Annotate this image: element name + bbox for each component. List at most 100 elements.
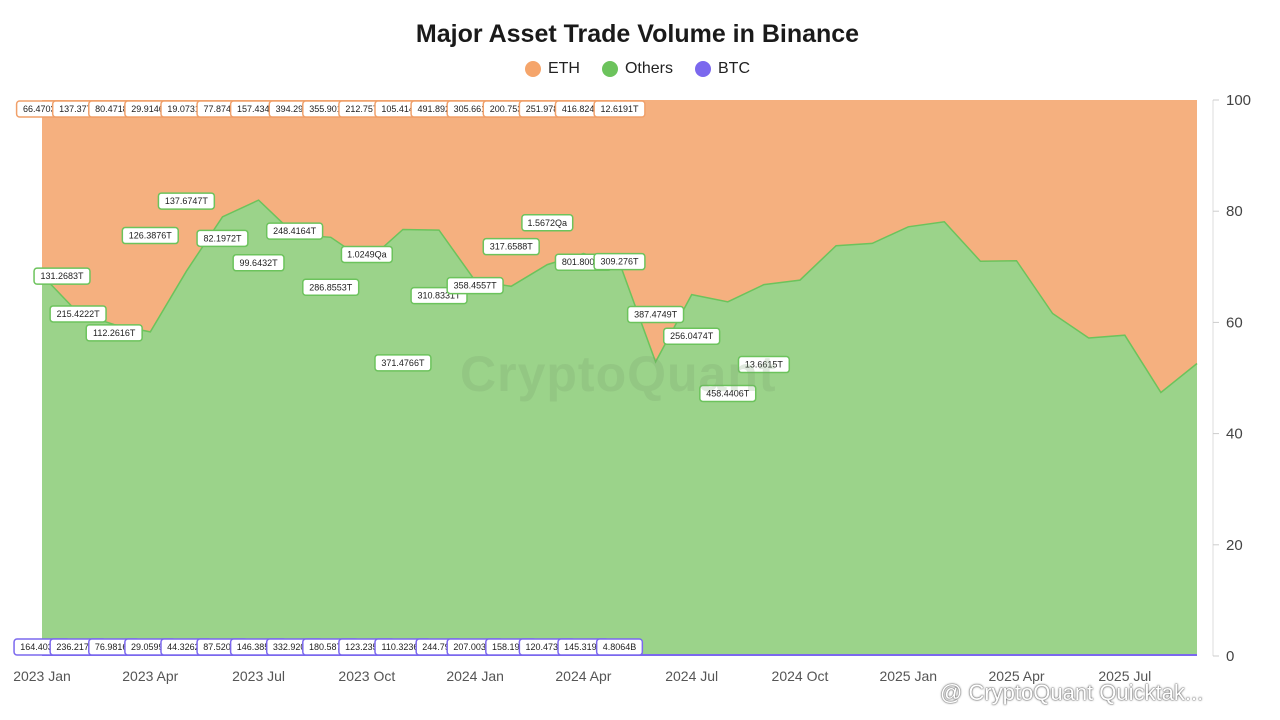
btc-data-label-text: 110.3236B — [382, 642, 425, 652]
others-data-label-box — [265, 222, 324, 240]
y-tick-label: 0 — [1226, 648, 1234, 665]
others-data-label-text: 13.6615T — [745, 360, 784, 370]
others-data-label: 286.8553T — [302, 278, 360, 297]
others-area — [42, 200, 1197, 656]
btc-data-label-text: 244.79B — [422, 642, 456, 652]
btc-data-label-text: 4.8064B — [603, 642, 637, 652]
others-data-label-text: 387.4749T — [634, 310, 678, 320]
others-data-label-box — [482, 237, 540, 256]
others-data-label-box — [49, 305, 107, 323]
others-data-label: 13.6615T — [737, 355, 791, 374]
btc-data-label-text: 87.5202B — [203, 642, 242, 652]
eth-data-label-text: 157.4349T — [237, 104, 281, 114]
eth-data-label-text: 19.0731T — [167, 104, 206, 114]
others-data-label-box — [196, 229, 249, 248]
eth-data-label-text: 66.4703T — [23, 104, 62, 114]
legend-item-eth[interactable]: ETH — [524, 60, 580, 78]
x-tick-label: 2025 Jul — [1098, 668, 1151, 684]
others-data-label: 126.3876T — [121, 226, 179, 245]
others-data-label-box — [33, 267, 91, 285]
others-data-label-text: 286.8553T — [309, 282, 353, 292]
eth-data-label-text: 80.4718T — [95, 104, 134, 114]
legend-btc-label: BTC — [718, 60, 750, 77]
x-tick-label: 2023 Oct — [338, 668, 395, 684]
eth-data-label-text: 212.7575T — [345, 104, 389, 114]
btc-data-label-text: 236.2171B — [56, 642, 100, 652]
others-data-label: 358.4557T — [446, 276, 504, 295]
others-data-label-box — [626, 305, 685, 324]
btc-data-label-text: 76.9816B — [95, 642, 134, 652]
others-data-label-text: 801.8007T — [562, 257, 606, 267]
btc-data-label-text: 158.195B — [492, 642, 531, 652]
others-data-label-text: 358.4557T — [454, 281, 498, 291]
others-data-label-text: 256.0474T — [670, 331, 714, 341]
others-data-label-box — [699, 384, 757, 403]
others-data-label-box — [157, 192, 216, 210]
chart-legend: ETH Others BTC — [0, 60, 1275, 78]
x-tick-label: 2023 Apr — [122, 668, 178, 684]
others-data-label: 99.6432T — [232, 254, 285, 272]
others-data-label-box — [85, 324, 143, 342]
others-data-label-text: 126.3876T — [129, 231, 173, 241]
others-data-label-box — [374, 354, 432, 372]
legend-item-others[interactable]: Others — [601, 60, 673, 78]
btc-data-label-text: 145.319B — [564, 642, 603, 652]
others-data-label: 112.2616T — [85, 324, 143, 342]
eth-data-label-text: 355.9013T — [309, 104, 353, 114]
y-tick-label: 60 — [1226, 314, 1243, 331]
others-data-label-box — [121, 226, 179, 245]
eth-data-label-text: 77.8742T — [203, 104, 242, 114]
btc-data-label-text: 146.3852B — [237, 642, 281, 652]
btc-data-label-text: 180.5877B — [309, 642, 353, 652]
btc-data-label-text: 207.0033B — [453, 642, 497, 652]
x-tick-label: 2024 Oct — [772, 668, 829, 684]
eth-data-label-text: 105.4147T — [381, 104, 425, 114]
eth-data-label-text: 491.8925T — [418, 104, 462, 114]
others-data-label: 137.6747T — [157, 192, 216, 210]
legend-others-swatch — [601, 61, 618, 77]
others-data-label-text: 131.2683T — [40, 271, 84, 281]
others-data-label-text: 310.8331T — [418, 291, 462, 301]
eth-data-label: 12.6191T — [593, 100, 646, 118]
others-data-label-box — [340, 245, 393, 264]
others-data-label-text: 317.6588T — [490, 242, 534, 252]
eth-data-label-text: 137.377T — [59, 104, 98, 114]
others-data-label: 248.4164T — [265, 222, 324, 240]
others-data-label: 1.0249Qa — [340, 245, 393, 264]
others-data-label: 458.4406T — [699, 384, 757, 403]
eth-data-label-text: 416.8246T — [562, 104, 606, 114]
btc-data-label-text: 120.4733B — [526, 642, 570, 652]
btc-data-label: 4.8064B — [595, 638, 644, 656]
legend-eth-label: ETH — [547, 60, 580, 77]
others-data-label-text: 137.6747T — [165, 196, 209, 206]
others-data-label-box — [521, 214, 574, 232]
others-data-label-box — [662, 327, 721, 345]
eth-data-label-text: 305.6617T — [454, 104, 498, 114]
eth-data-label-text: 251.9785T — [526, 104, 570, 114]
btc-data-label-text: 123.2351B — [345, 642, 389, 652]
eth-data-label-text: 200.7534T — [490, 104, 534, 114]
y-tick-label: 40 — [1226, 426, 1243, 443]
others-data-label-text: 458.4406T — [706, 388, 750, 398]
eth-data-label-box — [593, 100, 646, 118]
others-data-label-text: 1.5672Qa — [528, 218, 568, 228]
others-data-label: 256.0474T — [662, 327, 721, 345]
others-data-label-text: 82.1972T — [203, 233, 242, 243]
watermark: CryptoQuant — [460, 346, 777, 402]
x-tick-label: 2025 Apr — [989, 668, 1045, 684]
legend-item-btc[interactable]: BTC — [695, 60, 750, 78]
y-tick-label: 100 — [1226, 92, 1251, 109]
x-tick-label: 2024 Jul — [665, 668, 718, 684]
x-tick-label: 2024 Jan — [446, 668, 504, 684]
others-data-label-text: 215.4222T — [57, 309, 101, 319]
btc-data-label-text: 164.4034B — [20, 642, 64, 652]
eth-data-label-text: 394.292T — [276, 104, 315, 114]
others-data-label-box — [302, 278, 360, 297]
legend-btc-swatch — [695, 61, 711, 77]
x-tick-label: 2023 Jul — [232, 668, 285, 684]
others-data-label-box — [232, 254, 285, 272]
btc-data-label-text: 332.9208B — [273, 642, 317, 652]
others-data-label: 309.276T — [593, 252, 646, 271]
legend-others-label: Others — [624, 60, 673, 77]
